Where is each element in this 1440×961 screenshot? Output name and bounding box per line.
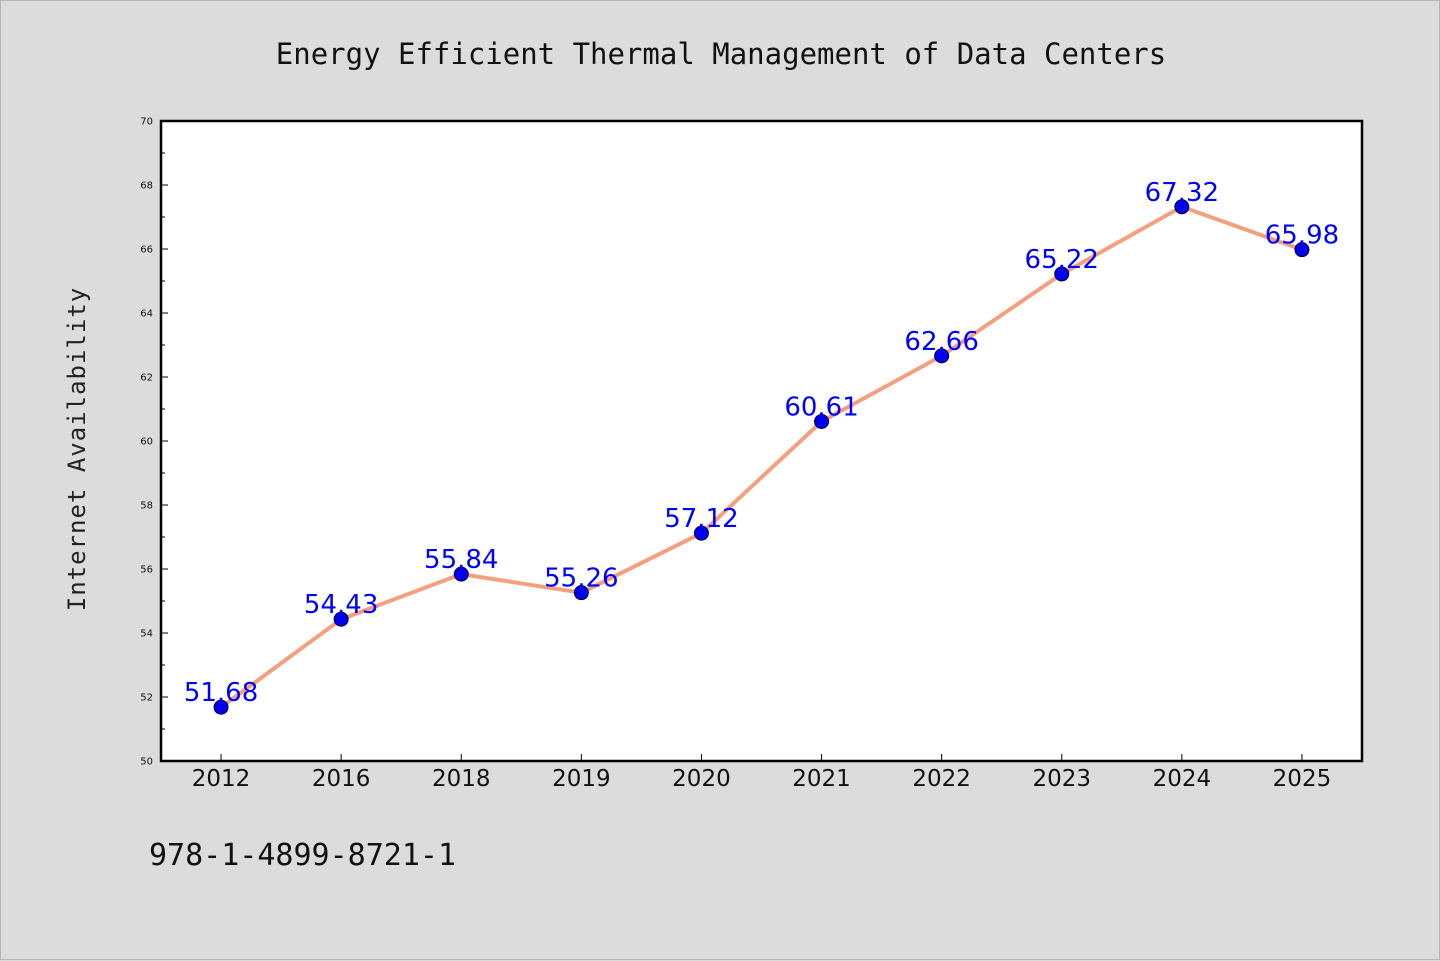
y-tick-label: 54 bbox=[140, 629, 153, 640]
data-label: 65.98 bbox=[1265, 221, 1339, 251]
x-tick-label: 2019 bbox=[552, 766, 611, 792]
series-group: 51.68 54.43 55.84 55.26 57.12 60.61 62.66 65.22… bbox=[184, 178, 1339, 715]
x-tick-label: 2022 bbox=[912, 766, 971, 792]
y-tick-label: 70 bbox=[140, 117, 153, 128]
y-tick-label: 62 bbox=[140, 373, 153, 384]
data-label: 65.22 bbox=[1025, 245, 1099, 275]
x-tick-label: 2024 bbox=[1153, 766, 1212, 792]
data-point bbox=[814, 413, 830, 429]
y-tick-label: 64 bbox=[140, 309, 153, 320]
data-label: 51.68 bbox=[184, 678, 258, 708]
data-point bbox=[333, 611, 349, 627]
x-tick-label: 2025 bbox=[1273, 766, 1332, 792]
isbn-text: 978-1-4899-8721-1 bbox=[149, 838, 456, 873]
data-label: 62.66 bbox=[904, 327, 978, 357]
data-point bbox=[213, 699, 229, 715]
y-axis: 50 52 54 56 58 60 62 64 66 68 70 bbox=[140, 117, 168, 768]
data-label: 55.26 bbox=[544, 564, 618, 594]
y-axis-label: Internet Availability bbox=[63, 287, 91, 611]
data-point bbox=[1294, 242, 1310, 258]
y-tick-label: 68 bbox=[140, 181, 153, 192]
y-tick-label: 52 bbox=[140, 693, 153, 704]
series-line bbox=[219, 204, 1304, 710]
data-label: 57.12 bbox=[664, 504, 738, 534]
data-label: 54.43 bbox=[304, 590, 378, 620]
data-point bbox=[693, 525, 709, 541]
data-point bbox=[1054, 266, 1070, 282]
y-tick-label: 58 bbox=[140, 501, 153, 512]
x-tick-label: 2021 bbox=[792, 766, 851, 792]
x-tick-label: 2012 bbox=[192, 766, 251, 792]
x-axis: 2012 2016 2018 2019 2020 2021 2022 2023 2024 2025 bbox=[192, 754, 1331, 792]
data-point bbox=[1174, 199, 1190, 215]
data-label: 60.61 bbox=[784, 392, 858, 422]
chart-title: Energy Efficient Thermal Management of D… bbox=[276, 37, 1166, 71]
y-tick-label: 50 bbox=[140, 757, 153, 768]
x-tick-label: 2023 bbox=[1032, 766, 1091, 792]
x-tick-label: 2020 bbox=[672, 766, 731, 792]
y-tick-label: 66 bbox=[140, 245, 153, 256]
data-point bbox=[573, 585, 589, 601]
x-tick-label: 2016 bbox=[312, 766, 371, 792]
x-tick-label: 2018 bbox=[432, 766, 491, 792]
y-tick-label: 60 bbox=[140, 437, 153, 448]
plot-area bbox=[159, 119, 1364, 763]
data-point bbox=[453, 566, 469, 582]
y-tick-label: 56 bbox=[140, 565, 153, 576]
data-label: 67.32 bbox=[1145, 178, 1219, 208]
data-point bbox=[934, 348, 950, 364]
data-label: 55.84 bbox=[424, 545, 498, 575]
